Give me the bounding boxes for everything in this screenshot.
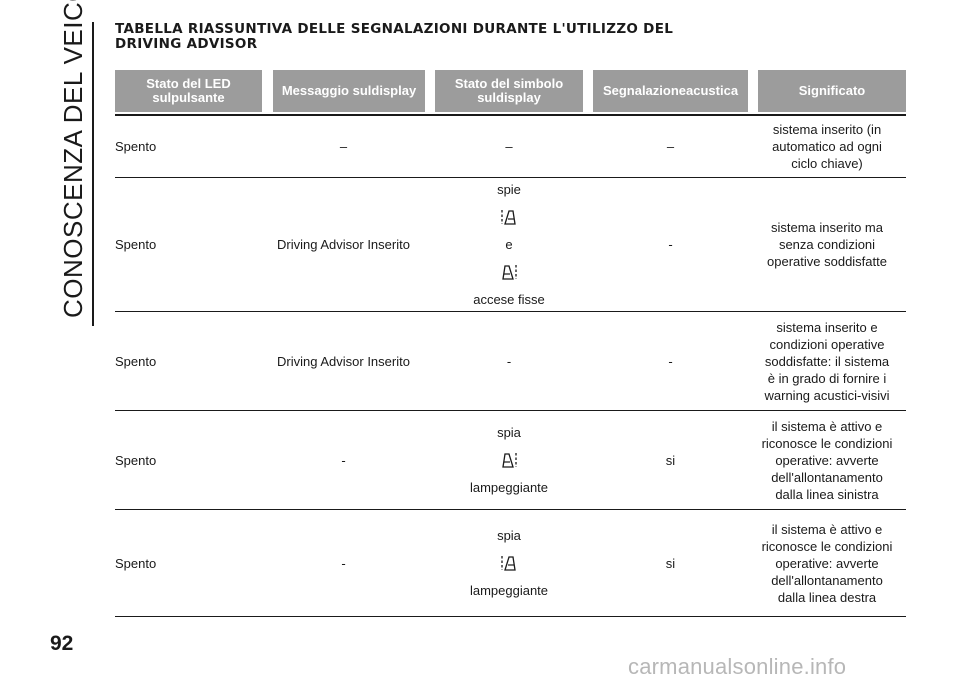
lane-right-icon	[501, 556, 516, 571]
table-header-row: Stato del LED sulpulsante Messaggio suld…	[115, 70, 906, 116]
symbol-state-cell: spie e accese fisse	[473, 182, 545, 307]
header-led-state: Stato del LED sulpulsante	[115, 70, 262, 112]
symbol-state-cell: –	[505, 139, 513, 154]
table-row: Spento – – – sistema inserito (in automa…	[115, 116, 906, 178]
acoustic-signal-cell: –	[666, 139, 675, 154]
signals-table: Stato del LED sulpulsante Messaggio suld…	[115, 70, 906, 617]
table-row: Spento - spia lampeggiante si il sistema…	[115, 510, 906, 617]
meaning-cell: il sistema è attivo e riconosce le condi…	[761, 418, 893, 502]
symbol-state-cell: spia lampeggiante	[469, 425, 549, 495]
header-meaning: Significato	[758, 70, 906, 112]
display-message-cell: Driving Advisor Inserito	[277, 353, 410, 369]
meaning-cell: sistema inserito (in automatico ad ogni …	[772, 122, 882, 171]
led-state-cell: Spento	[115, 555, 157, 571]
display-message-cell: -	[341, 555, 346, 571]
page-number: 92	[50, 632, 74, 655]
header-display-message: Messaggio suldisplay	[273, 70, 425, 112]
table-row: Spento - spia lampeggiante si il sistema…	[115, 411, 906, 510]
meaning-cell: sistema inserito e condizioni operative …	[764, 319, 890, 403]
meaning-cell: il sistema è attivo e riconosce le condi…	[761, 521, 893, 605]
side-divider	[92, 22, 94, 326]
led-state-cell: Spento	[115, 353, 157, 369]
led-state-cell: Spento	[115, 452, 157, 468]
symbol-state-cell: spia lampeggiante	[469, 528, 549, 598]
led-state-cell: Spento	[115, 139, 157, 154]
lane-right-icon	[501, 210, 516, 225]
acoustic-signal-cell: -	[668, 237, 673, 252]
table-row: Spento Driving Advisor Inserito - - sist…	[115, 312, 906, 411]
table-heading-line-1: TABELLA RIASSUNTIVA DELLE SEGNALAZIONI D…	[115, 21, 674, 37]
display-message-cell: –	[339, 139, 348, 154]
table-row: Spento Driving Advisor Inserito spie e a…	[115, 178, 906, 312]
section-side-title: CONOSCENZA DEL VEICOLO	[58, 0, 88, 318]
display-message-cell: Driving Advisor Inserito	[277, 237, 410, 252]
acoustic-signal-cell: si	[665, 452, 676, 468]
led-state-cell: Spento	[115, 237, 157, 252]
table-heading-line-2: DRIVING ADVISOR	[115, 36, 258, 52]
table-heading: TABELLA RIASSUNTIVA DELLE SEGNALAZIONI D…	[115, 22, 875, 52]
header-acoustic-signal: Segnalazioneacustica	[593, 70, 748, 112]
lane-left-icon	[502, 453, 517, 468]
acoustic-signal-cell: -	[668, 353, 673, 369]
acoustic-signal-cell: si	[665, 555, 676, 571]
display-message-cell: -	[341, 452, 346, 468]
lane-left-icon	[502, 265, 517, 280]
meaning-cell: sistema inserito ma senza condizioni ope…	[767, 220, 887, 269]
header-symbol-state: Stato del simbolo suldisplay	[435, 70, 583, 112]
symbol-state-cell: -	[506, 353, 512, 369]
watermark-text: carmanualsonline.info	[628, 654, 847, 679]
